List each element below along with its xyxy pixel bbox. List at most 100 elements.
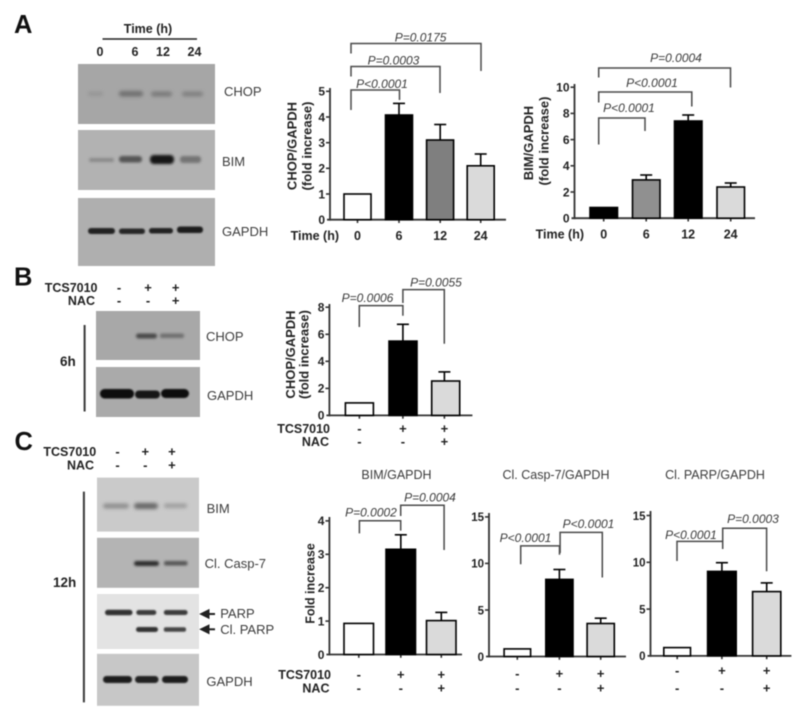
svg-text:0: 0 — [318, 648, 325, 662]
svg-text:P<0.0001: P<0.0001 — [626, 76, 678, 90]
svg-text:4: 4 — [318, 514, 325, 528]
svg-text:CHOP/GAPDH: CHOP/GAPDH — [283, 310, 298, 398]
svg-text:0: 0 — [318, 213, 325, 227]
svg-text:+: + — [144, 280, 152, 295]
svg-text:TCS7010: TCS7010 — [43, 445, 96, 459]
svg-text:8: 8 — [563, 107, 570, 121]
svg-text:0: 0 — [97, 45, 104, 59]
svg-text:+: + — [397, 667, 405, 682]
svg-text:GAPDH: GAPDH — [222, 224, 268, 239]
svg-text:Fold increase: Fold increase — [303, 543, 317, 624]
svg-text:BIM/GAPDH: BIM/GAPDH — [521, 106, 536, 180]
svg-text:GAPDH: GAPDH — [206, 674, 252, 689]
svg-text:+: + — [441, 434, 449, 449]
svg-text:P=0.0003: P=0.0003 — [368, 54, 420, 68]
svg-text:5: 5 — [639, 604, 646, 616]
svg-text:-: - — [115, 458, 119, 473]
svg-text:Time (h): Time (h) — [124, 22, 172, 36]
svg-text:6: 6 — [132, 45, 139, 59]
svg-text:-: - — [143, 458, 147, 473]
svg-text:+: + — [142, 444, 150, 459]
svg-text:CHOP/GAPDH: CHOP/GAPDH — [285, 102, 300, 190]
svg-text:8: 8 — [318, 301, 325, 315]
svg-text:Cl. Casp-7: Cl. Casp-7 — [205, 556, 266, 571]
svg-text:24: 24 — [188, 45, 202, 59]
svg-text:NAC: NAC — [68, 294, 95, 308]
svg-text:4: 4 — [318, 110, 325, 124]
svg-text:TCS7010: TCS7010 — [278, 668, 331, 682]
svg-text:+: + — [597, 681, 605, 696]
svg-text:BIM/GAPDH: BIM/GAPDH — [361, 468, 431, 482]
svg-text:-: - — [720, 681, 724, 696]
svg-text:2: 2 — [318, 162, 325, 176]
svg-text:6: 6 — [643, 228, 650, 242]
svg-text:-: - — [401, 434, 405, 449]
svg-text:12: 12 — [433, 229, 447, 243]
svg-text:GAPDH: GAPDH — [207, 388, 253, 403]
svg-text:A: A — [14, 11, 32, 39]
svg-text:2: 2 — [318, 581, 325, 595]
svg-text:12: 12 — [681, 228, 695, 242]
svg-text:5: 5 — [318, 85, 325, 99]
svg-text:PARP: PARP — [220, 606, 254, 621]
svg-text:-: - — [357, 434, 361, 449]
svg-text:(fold increase): (fold increase) — [300, 102, 315, 191]
svg-text:Time (h): Time (h) — [536, 228, 584, 242]
svg-text:BIM: BIM — [207, 501, 230, 516]
svg-text:+: + — [763, 663, 771, 678]
svg-text:0: 0 — [318, 409, 325, 423]
svg-text:+: + — [399, 421, 407, 436]
svg-text:1: 1 — [318, 614, 325, 628]
svg-text:-: - — [675, 681, 679, 696]
svg-text:-: - — [557, 681, 561, 696]
svg-text:2: 2 — [318, 382, 325, 396]
svg-text:3: 3 — [318, 548, 325, 562]
svg-text:-: - — [146, 293, 150, 308]
svg-text:CHOP: CHOP — [206, 329, 244, 344]
svg-text:4: 4 — [563, 159, 570, 173]
svg-text:10: 10 — [633, 558, 646, 570]
svg-text:+: + — [556, 666, 564, 681]
svg-text:+: + — [438, 667, 446, 682]
svg-text:15: 15 — [471, 512, 484, 524]
svg-text:P<0.0001: P<0.0001 — [665, 528, 717, 542]
svg-text:+: + — [168, 444, 176, 459]
svg-text:+: + — [441, 421, 449, 436]
svg-text:NAC: NAC — [67, 459, 94, 473]
svg-text:10: 10 — [471, 559, 484, 571]
svg-text:P<0.0001: P<0.0001 — [603, 101, 655, 115]
svg-text:1: 1 — [318, 187, 325, 201]
svg-text:0: 0 — [478, 652, 484, 664]
svg-text:6: 6 — [563, 133, 570, 147]
svg-text:Cl. Casp-7/GAPDH: Cl. Casp-7/GAPDH — [503, 468, 610, 482]
svg-text:15: 15 — [633, 511, 646, 523]
svg-text:B: B — [14, 264, 32, 292]
svg-text:0: 0 — [600, 228, 607, 242]
svg-text:+: + — [597, 666, 605, 681]
svg-text:3: 3 — [318, 136, 325, 150]
svg-text:-: - — [357, 667, 361, 682]
svg-text:P=0.0004: P=0.0004 — [650, 51, 702, 65]
svg-text:Time (h): Time (h) — [291, 229, 339, 243]
svg-text:CHOP: CHOP — [224, 84, 262, 99]
svg-text:P=0.0055: P=0.0055 — [410, 276, 462, 290]
svg-text:+: + — [718, 663, 726, 678]
svg-text:0: 0 — [563, 212, 570, 226]
svg-text:6h: 6h — [60, 354, 76, 369]
svg-text:6: 6 — [318, 328, 325, 342]
svg-text:(fold increase): (fold increase) — [297, 310, 312, 399]
svg-text:(fold increase): (fold increase) — [537, 97, 552, 186]
svg-text:P=0.0002: P=0.0002 — [345, 506, 397, 520]
svg-text:P=0.0006: P=0.0006 — [342, 291, 394, 305]
svg-text:TCS7010: TCS7010 — [277, 422, 330, 436]
svg-text:0: 0 — [639, 651, 645, 663]
svg-text:0: 0 — [354, 229, 361, 243]
svg-text:NAC: NAC — [302, 682, 329, 696]
svg-text:Cl. PARP/GAPDH: Cl. PARP/GAPDH — [665, 468, 765, 482]
svg-text:+: + — [763, 681, 771, 696]
svg-text:-: - — [515, 666, 519, 681]
svg-text:10: 10 — [556, 81, 570, 95]
svg-text:P<0.0001: P<0.0001 — [500, 531, 552, 545]
svg-text:2: 2 — [563, 185, 570, 199]
svg-text:BIM: BIM — [222, 154, 245, 169]
